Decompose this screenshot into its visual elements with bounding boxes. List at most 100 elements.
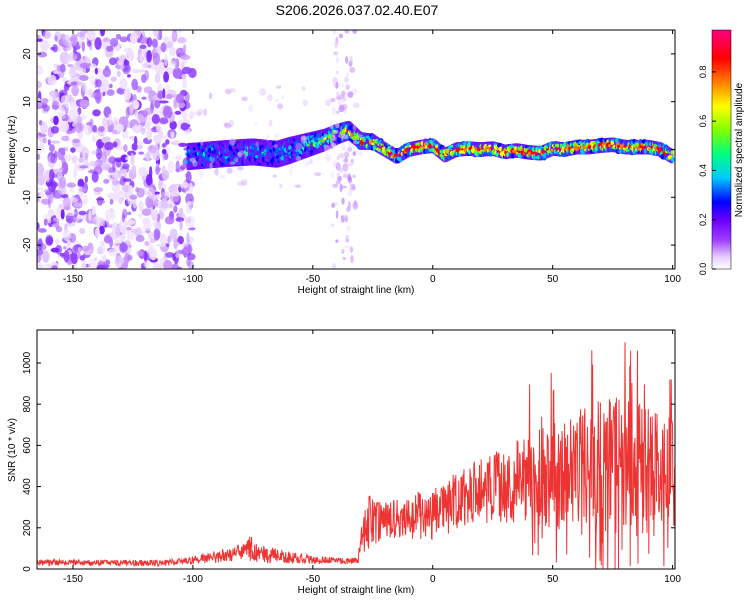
- sparse-blob: [324, 145, 331, 153]
- noise-blob: [144, 152, 151, 160]
- sparse-blob: [333, 129, 339, 134]
- noise-blob: [163, 71, 170, 83]
- noise-blob: [185, 170, 192, 184]
- colorbar-ticks: 0.0 0.2 0.4 0.6 0.8: [698, 66, 716, 275]
- noise-blob: [112, 117, 119, 125]
- noise-blob: [37, 80, 42, 89]
- colorbar-gradient: [712, 30, 731, 269]
- streak-blob: [341, 197, 345, 205]
- noise-blob: [74, 163, 82, 169]
- noise-blob: [160, 42, 167, 53]
- snr-y-ticks: 0 200 400 600 800 1000: [22, 351, 675, 572]
- streak-blob: [338, 152, 345, 159]
- y-tick-label: 200: [22, 519, 33, 536]
- sparse-blob: [356, 102, 361, 109]
- noise-blob: [181, 66, 192, 74]
- noise-blob: [157, 90, 164, 99]
- noise-blob: [112, 160, 116, 173]
- noise-blob: [182, 77, 187, 90]
- sparse-blob: [332, 160, 338, 168]
- noise-blob: [138, 200, 144, 212]
- noise-blob: [148, 166, 153, 179]
- sparse-blob: [265, 134, 270, 142]
- noise-blob: [110, 209, 116, 221]
- sparse-blob: [268, 119, 273, 127]
- noise-blob: [154, 99, 161, 109]
- sparse-blob: [300, 136, 308, 144]
- noise-blob: [66, 239, 72, 251]
- noise-blob: [135, 187, 140, 193]
- sparse-blob: [304, 160, 310, 167]
- noise-blob: [91, 150, 99, 155]
- noise-blob: [133, 135, 138, 147]
- noise-blob: [69, 187, 75, 193]
- streak-blob: [337, 98, 343, 106]
- noise-blob: [114, 255, 124, 268]
- streak-blob: [336, 172, 341, 177]
- noise-blob: [37, 238, 43, 251]
- noise-blob: [66, 182, 76, 188]
- noise-blob: [59, 167, 65, 171]
- noise-blob: [161, 169, 170, 181]
- noise-blob: [131, 164, 137, 175]
- streak-blob: [349, 66, 356, 73]
- noise-blob: [171, 30, 178, 43]
- sparse-blob: [238, 150, 245, 156]
- sparse-blob: [200, 138, 204, 146]
- streak-blob: [347, 188, 353, 197]
- y-tick-label: 400: [22, 478, 33, 495]
- noise-blob: [63, 83, 70, 92]
- noise-blob: [165, 83, 171, 92]
- x-tick-label: 0: [430, 574, 436, 585]
- noise-blob: [152, 222, 158, 227]
- noise-blob: [62, 34, 71, 47]
- noise-blob: [169, 191, 180, 197]
- noise-blob: [37, 51, 48, 58]
- y-tick-label: 0: [22, 146, 33, 152]
- noise-blob: [154, 73, 161, 84]
- streak-blob: [332, 183, 339, 188]
- noise-blob: [165, 139, 170, 145]
- x-tick-label: -100: [183, 574, 203, 585]
- noise-blob: [65, 209, 76, 217]
- noise-blob: [72, 138, 80, 144]
- noise-blob: [78, 157, 85, 164]
- sparse-blob: [229, 88, 236, 93]
- y-tick-label: -10: [22, 190, 33, 205]
- noise-blob: [38, 142, 45, 151]
- noise-blob: [178, 207, 184, 218]
- noise-blob: [177, 235, 184, 245]
- noise-blob: [81, 260, 87, 269]
- noise-blob: [157, 200, 162, 208]
- noise-blob: [127, 74, 131, 78]
- noise-blob: [88, 209, 92, 222]
- noise-blob: [68, 108, 79, 121]
- noise-blob: [109, 198, 114, 205]
- noise-blob: [136, 250, 144, 257]
- noise-blob: [128, 103, 134, 115]
- noise-blob: [69, 65, 77, 78]
- noise-blob: [41, 97, 49, 104]
- noise-blob: [59, 120, 69, 133]
- sparse-blob: [301, 85, 306, 92]
- sparse-blob: [275, 99, 280, 103]
- noise-blob: [100, 30, 106, 37]
- noise-blob: [49, 144, 55, 153]
- colorbar-frame: [711, 29, 732, 270]
- noise-blob: [126, 235, 131, 242]
- noise-blob: [170, 140, 181, 146]
- noise-blob: [130, 32, 138, 45]
- sparse-blob: [294, 184, 302, 188]
- noise-blob: [71, 155, 78, 164]
- noise-blob: [82, 82, 87, 93]
- noise-blob: [139, 44, 147, 50]
- noise-blob: [105, 214, 111, 227]
- noise-blob: [91, 205, 96, 216]
- chart-title: S206.2026.037.02.40.E07: [276, 2, 439, 18]
- noise-blob: [79, 99, 90, 108]
- streak-blob: [352, 124, 357, 131]
- noise-blob: [41, 198, 51, 205]
- noise-blob: [46, 263, 52, 269]
- streak-blob: [335, 239, 339, 243]
- noise-blob: [61, 76, 67, 83]
